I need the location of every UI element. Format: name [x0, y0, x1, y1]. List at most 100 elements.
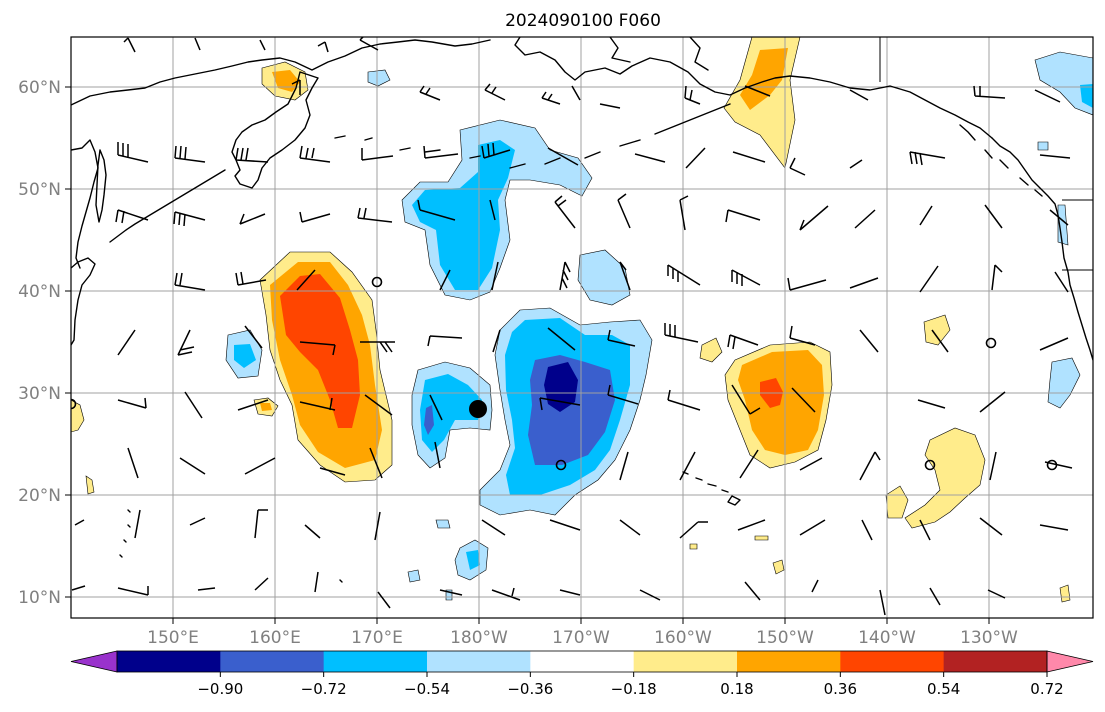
wind-barb [744, 581, 761, 601]
wind-barb [173, 211, 206, 227]
wind-barb [117, 142, 149, 163]
wind-barb [919, 519, 931, 541]
wind-barb [357, 207, 393, 223]
map-frame [70, 36, 1094, 619]
wind-barb [189, 517, 206, 526]
hurricane-symbol [985, 337, 997, 349]
wind-barb [314, 571, 319, 593]
wind-barb [739, 449, 759, 479]
contour-negative-south-1-inner [466, 550, 480, 570]
wind-barb [361, 148, 394, 161]
wind-barb [439, 589, 463, 596]
wind-barb [791, 387, 816, 413]
contour-positive-alaska-inner [740, 48, 788, 110]
wind-barb [239, 213, 266, 225]
contour-negative-east-2 [1034, 51, 1093, 116]
anomaly-contours [71, 37, 1093, 603]
wind-barb [984, 204, 1003, 229]
coastline-north-america-west [991, 137, 1093, 361]
contour-positive-se-4 [699, 337, 723, 363]
colorbar-segment [737, 651, 841, 672]
wind-barb [492, 329, 501, 353]
wind-barb [929, 587, 941, 606]
lat-label-50: 50°N [18, 180, 61, 200]
contour-negative-east-4 [367, 69, 391, 87]
wind-barb [184, 391, 203, 419]
wind-barb [1044, 461, 1073, 469]
wind-barb [304, 524, 321, 539]
wind-barb [799, 457, 823, 471]
wind-barb [634, 153, 666, 163]
wind-barb [123, 37, 136, 53]
wind-barb [732, 151, 766, 163]
wind-barb [235, 147, 269, 163]
wind-barb [607, 329, 636, 347]
wind-barb [744, 85, 771, 97]
wind-barb [254, 577, 269, 591]
contour-positive-west-inner [280, 274, 360, 428]
wind-barb [117, 397, 147, 409]
wind-barb [237, 399, 269, 411]
wind-barb [554, 195, 576, 229]
figure-title: 2024090100 F060 [505, 11, 661, 31]
wind-barb [74, 519, 85, 526]
wind-barb [731, 384, 761, 415]
contour-negative-east-1 [1047, 357, 1081, 409]
wind-barb [617, 193, 631, 229]
wind-barb [789, 325, 816, 346]
wind-barb [799, 205, 829, 231]
lon-label-150w: 150°W [756, 628, 814, 648]
wind-barb [1039, 154, 1071, 159]
wind-barb [667, 389, 701, 411]
wind-barb [115, 209, 149, 224]
storm-symbols [71, 276, 1058, 471]
lon-label-150e: 150°E [147, 628, 199, 648]
wind-barb [799, 519, 826, 536]
lon-label-170w: 170°W [552, 628, 610, 648]
wind-barb [127, 447, 139, 479]
contour-positive-se-3 [923, 314, 951, 346]
coastline-sakhalin [95, 149, 107, 223]
colorbar-extend-max [1046, 650, 1094, 673]
contour-positive-small-1-inner [260, 403, 272, 411]
wind-barb [789, 157, 806, 176]
contour-negative-small-west-inner [234, 344, 256, 368]
hurricane-symbol [555, 459, 567, 471]
wind-barb [481, 142, 511, 159]
coastline-alaska [514, 37, 993, 139]
hurricane-symbol [71, 398, 77, 410]
coastline-hawaii [682, 471, 741, 506]
wind-barb [291, 79, 301, 95]
colorbar-segment [323, 651, 428, 672]
wind-barb [879, 589, 886, 616]
lon-label-160w: 160°W [654, 628, 712, 648]
wind-barb [71, 585, 86, 591]
wind-barb [849, 159, 863, 169]
wind-barb [429, 394, 443, 421]
wind-barb [991, 264, 1003, 291]
wind-barb [439, 269, 451, 291]
wind-barb [725, 209, 761, 223]
wind-barb [639, 589, 661, 601]
wind-barb [679, 451, 696, 481]
lon-label-140w: 140°W [858, 628, 916, 648]
wind-barb [364, 394, 393, 416]
wind-barb [299, 341, 336, 356]
wind-barb [571, 85, 581, 101]
wind-barb [1039, 524, 1069, 531]
colorbar: −0.90 −0.72 −0.54 −0.36 −0.18 0.18 0.36 0.54 0.7… [70, 650, 1094, 698]
coastline-pacific-islets [119, 509, 343, 583]
wind-barb [919, 265, 939, 293]
wind-barb [931, 329, 949, 353]
wind-barb [559, 589, 581, 596]
contour-positive-se-2 [885, 485, 909, 519]
coastline-kamchatka [231, 71, 319, 189]
colorbar-segment [633, 651, 738, 672]
wind-barb [679, 195, 689, 231]
colorbar-outline [116, 650, 1048, 673]
lon-label-180w: 180°W [450, 628, 508, 648]
lat-label-20: 20°N [18, 486, 61, 506]
coastline-japan [71, 257, 96, 346]
wind-barb [244, 457, 276, 475]
